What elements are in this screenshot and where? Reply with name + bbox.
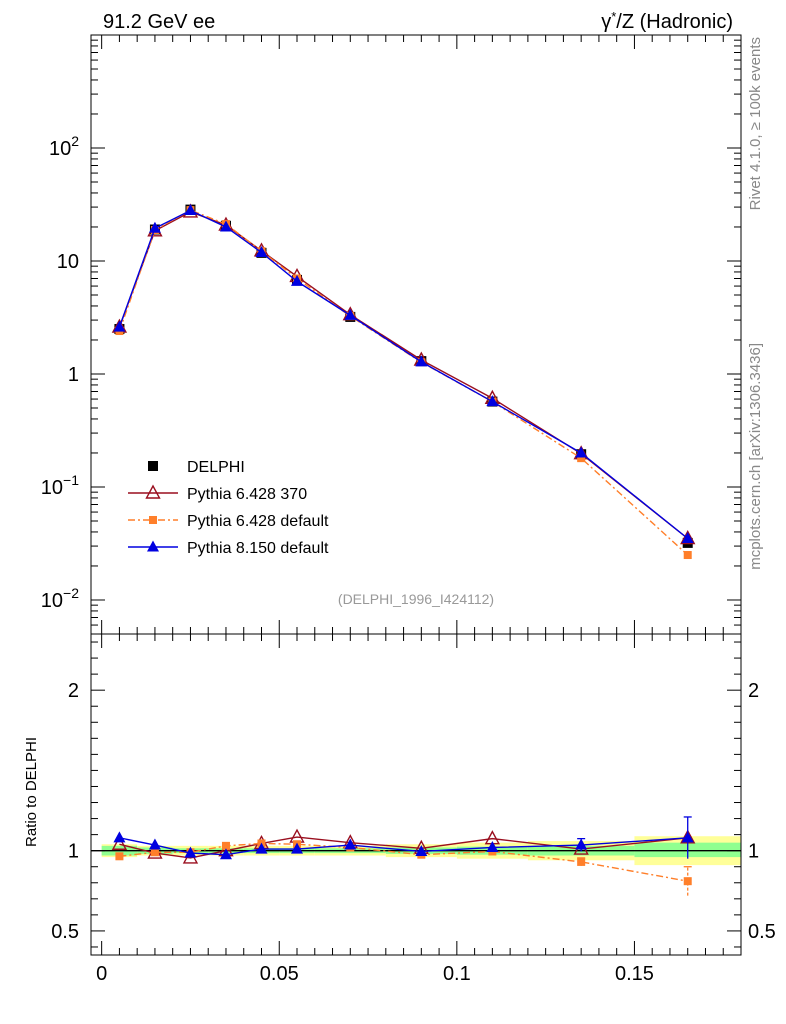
point-py8_default: [575, 446, 588, 458]
legend-label-data: DELPHI: [187, 459, 245, 476]
ratio-y-tick-label-right: 1: [748, 841, 759, 863]
legend-label-py6_370: Pythia 6.428 370: [187, 486, 307, 503]
legend-marker-py6_default: [149, 516, 157, 524]
ratio-point-py8_default: [575, 838, 588, 850]
ratio-point-py6_default: [221, 841, 230, 850]
ratio-y-axis-title: Ratio to DELPHI: [23, 737, 40, 847]
point-py8_default: [184, 203, 197, 215]
ratio-plot-frame: [90, 633, 742, 956]
ratio-point-py8_default: [219, 848, 232, 860]
main-y-tick-label: 10−2: [41, 585, 79, 612]
point-py8_default: [113, 320, 126, 332]
ratio-y-tick-label-left: 0.5: [51, 921, 79, 943]
legend-label-py8_default: Pythia 8.150 default: [187, 540, 329, 557]
ratio-point-py8_default: [148, 838, 161, 850]
main-y-tick-label: 102: [49, 133, 79, 160]
main-y-tick-label: 10: [57, 251, 79, 273]
point-py6_default: [683, 551, 692, 560]
ratio-y-tick-label-left: 1: [68, 841, 79, 863]
analysis-label: (DELPHI_1996_I424112): [338, 591, 494, 607]
mcplots-label: mcplots.cern.ch [arXiv:1306.3436]: [747, 343, 764, 570]
ratio-y-tick-label-right: 0.5: [748, 921, 776, 943]
ratio-point-py6_default: [577, 857, 586, 866]
header-left-title: 91.2 GeV ee: [103, 11, 215, 33]
legend-label-py6_default: Pythia 6.428 default: [187, 513, 329, 530]
series-py8_default: [113, 203, 694, 544]
point-py6_default: [577, 454, 586, 463]
ratio-point-py8_default: [291, 842, 304, 854]
ratio-point-py8_default: [344, 838, 357, 850]
ratio-point-py8_default: [486, 840, 499, 852]
main-y-tick-label: 1: [68, 364, 79, 386]
ratio-panel: 0.5 0.5 1 1 2 2 0 0.05 0.1 0.15: [51, 633, 776, 985]
point-py6_370: [680, 530, 696, 545]
point-py8_default: [255, 245, 268, 257]
point-py8_default: [219, 220, 232, 232]
ratio-point-py6_default: [683, 877, 692, 886]
ratio-series-py8_default: [113, 816, 694, 860]
legend-marker-data: [148, 461, 158, 471]
legend-marker-py6_370: [145, 484, 161, 499]
point-py8_default: [486, 395, 499, 407]
ratio-point-py6_default: [150, 848, 159, 857]
ratio-x-tick-label: 0: [96, 963, 107, 985]
header-right-title: γ*/Z (Hadronic): [601, 9, 733, 33]
ratio-point-py8_default: [255, 842, 268, 854]
ratio-point-py8_default: [184, 846, 197, 858]
ratio-x-tick-label: 0.15: [615, 963, 654, 985]
point-py8_default: [291, 274, 304, 286]
ratio-y-tick-label-right: 2: [748, 680, 759, 702]
ratio-x-tick-label: 0.05: [260, 963, 299, 985]
ratio-point-py6_default: [115, 852, 124, 861]
point-py8_default: [148, 221, 161, 233]
ratio-point-py6_370: [111, 835, 128, 850]
ratio-line-py6_370: [119, 836, 688, 859]
ratio-point-py8_default: [113, 831, 126, 843]
main-panel: 10−2 10−1 1 10 102: [41, 34, 742, 635]
legend: DELPHI Pythia 6.428 370 Pythia 6.428 defau…: [128, 459, 329, 557]
main-y-tick-label: 10−1: [41, 472, 79, 499]
legend-marker-py8_default: [147, 540, 159, 552]
ratio-point-py8_default: [681, 831, 694, 843]
point-py8_default: [344, 308, 357, 320]
point-py8_default: [681, 532, 694, 544]
point-py8_default: [415, 355, 428, 367]
ratio-y-tick-label-left: 2: [68, 680, 79, 702]
ratio-x-tick-label: 0.1: [443, 963, 471, 985]
rivet-version-label: Rivet 4.1.0, ≥ 100k events: [747, 37, 764, 210]
ratio-point-py8_default: [415, 844, 428, 856]
